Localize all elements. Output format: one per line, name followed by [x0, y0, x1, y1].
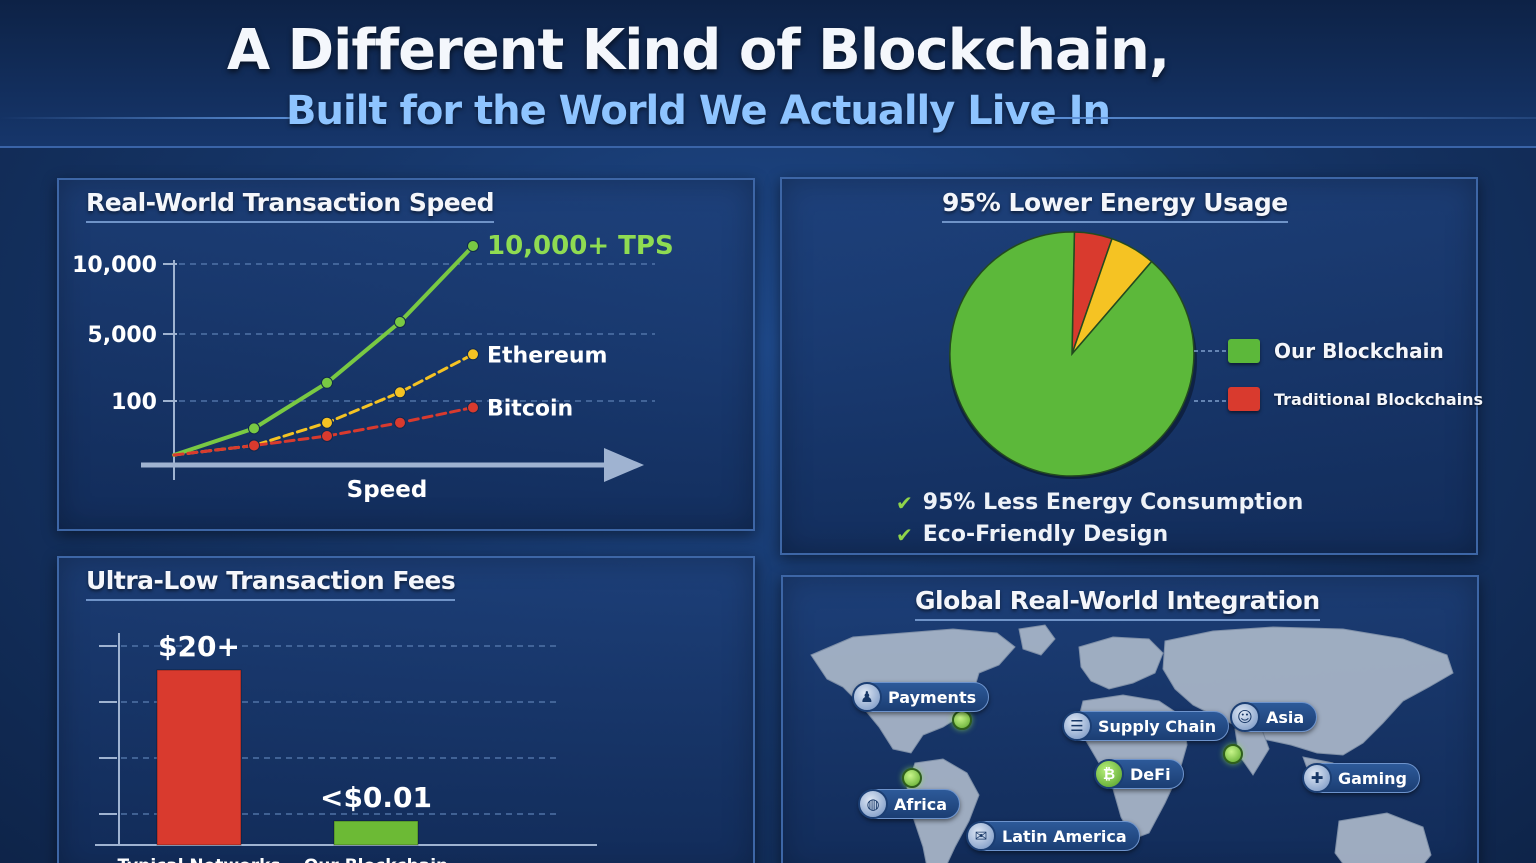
check-text-eco: Eco-Friendly Design: [922, 522, 1169, 547]
legend-label-traditional: Traditional Blockchains: [1274, 389, 1484, 409]
fees-bar: [333, 820, 419, 846]
speed-panel: Real-World Transaction Speed 10,000 5,000…: [57, 178, 755, 531]
map-label-text: Asia: [1266, 707, 1305, 727]
speed-data-point: [467, 401, 479, 414]
speed-panel-title: Real-World Transaction Speed: [86, 188, 495, 223]
speed-data-point: [321, 376, 333, 389]
speed-tick-label: 10,000: [72, 253, 157, 278]
map-panel: Global Real-World Integration ♟ Payments…: [781, 575, 1479, 863]
mail-icon: ✉: [966, 821, 996, 851]
check-icon: ✔: [896, 522, 913, 547]
speed-axis-arrow: [604, 448, 644, 482]
map-label-text: Payments: [888, 687, 977, 707]
fees-panel: Ultra-Low Transaction Fees $20+ Typical N…: [57, 556, 755, 863]
subtitle-line-right: [1046, 117, 1536, 119]
speed-data-point: [248, 439, 260, 452]
globe-icon: ◍: [858, 789, 888, 819]
fees-panel-title: Ultra-Low Transaction Fees: [86, 566, 456, 601]
greenland-shape: [1018, 624, 1056, 656]
subtitle-line-left: [0, 117, 298, 119]
map-label-text: DeFi: [1130, 764, 1171, 784]
map-label-payments[interactable]: ♟ Payments: [852, 682, 990, 712]
fees-category-label: Our Blockchain: [304, 856, 448, 863]
pie-slice: [949, 231, 1195, 477]
speed-data-point: [467, 240, 479, 252]
speed-data-point: [321, 416, 333, 429]
energy-panel-title: 95% Lower Energy Usage: [942, 188, 1288, 223]
header: A Different Kind of Blockchain, Built fo…: [0, 0, 1536, 148]
legend-swatch-red: [1228, 387, 1260, 411]
fees-category-label: Typical Networks: [117, 856, 280, 863]
map-label-text: Supply Chain: [1098, 716, 1217, 736]
check-item-energy: ✔ 95% Less Energy Consumption: [896, 490, 1303, 515]
check-text-energy: 95% Less Energy Consumption: [922, 490, 1304, 515]
page-subtitle: Built for the World We Actually Live In: [286, 88, 1111, 134]
map-pin: [902, 768, 922, 788]
speed-series-label: Bitcoin: [487, 397, 573, 422]
defi-icon: ₿: [1094, 759, 1124, 789]
legend-item-traditional: Traditional Blockchains: [1228, 387, 1483, 411]
map-label-text: Gaming: [1338, 768, 1407, 788]
map-label-gaming[interactable]: ✚ Gaming: [1302, 763, 1420, 793]
person-icon: ♟: [852, 682, 882, 712]
map-label-latin-america[interactable]: ✉ Latin America: [966, 821, 1140, 851]
speed-data-point: [394, 416, 406, 429]
legend-swatch-green: [1228, 339, 1260, 363]
map-label-text: Latin America: [1002, 826, 1127, 846]
speed-tick-label: 100: [111, 390, 157, 415]
map-pin: [952, 710, 972, 730]
europe-shape: [1078, 636, 1164, 690]
list-icon: ☰: [1062, 711, 1092, 741]
legend-label-our-blockchain: Our Blockchain: [1274, 339, 1444, 363]
speed-x-label: Speed: [347, 477, 428, 503]
speed-series-label: Ethereum: [487, 343, 607, 368]
legend-item-our-blockchain: Our Blockchain: [1228, 339, 1444, 363]
map-label-supply-chain[interactable]: ☰ Supply Chain: [1062, 711, 1230, 741]
speed-series-label: 10,000+ TPS: [487, 231, 674, 261]
page-title: A Different Kind of Blockchain,: [226, 18, 1170, 83]
energy-panel: 95% Lower Energy Usage Our Blockchain Tr…: [780, 177, 1483, 555]
fees-value-label: $20+: [158, 630, 240, 663]
energy-pie-chart: [949, 231, 1226, 479]
speed-data-point: [321, 430, 333, 442]
fees-value-label: <$0.01: [320, 781, 432, 814]
map-label-text: Africa: [894, 794, 947, 814]
map-label-defi[interactable]: ₿ DeFi: [1094, 759, 1184, 789]
user-icon: ☺: [1230, 702, 1260, 732]
speed-data-point: [467, 348, 479, 361]
speed-tick-label: 5,000: [87, 323, 157, 348]
speed-data-point: [248, 422, 260, 435]
map-panel-title: Global Real-World Integration: [915, 586, 1320, 621]
fees-bar-chart: $20+ Typical Networks <$0.01 Our Blockchain: [95, 630, 597, 863]
australia-shape: [1334, 812, 1432, 863]
speed-line-chart: 10,000 5,000 100 10,000+ TPS Ethereum Bitcoi…: [72, 231, 674, 503]
map-pin: [1223, 744, 1243, 764]
speed-data-point: [394, 316, 406, 328]
gamepad-icon: ✚: [1302, 763, 1332, 793]
map-label-asia[interactable]: ☺ Asia: [1230, 702, 1318, 732]
speed-data-point: [394, 386, 406, 399]
check-icon: ✔: [896, 490, 913, 515]
check-item-eco: ✔ Eco-Friendly Design: [896, 522, 1168, 547]
fees-bar: [156, 669, 242, 846]
map-label-africa[interactable]: ◍ Africa: [858, 789, 960, 819]
